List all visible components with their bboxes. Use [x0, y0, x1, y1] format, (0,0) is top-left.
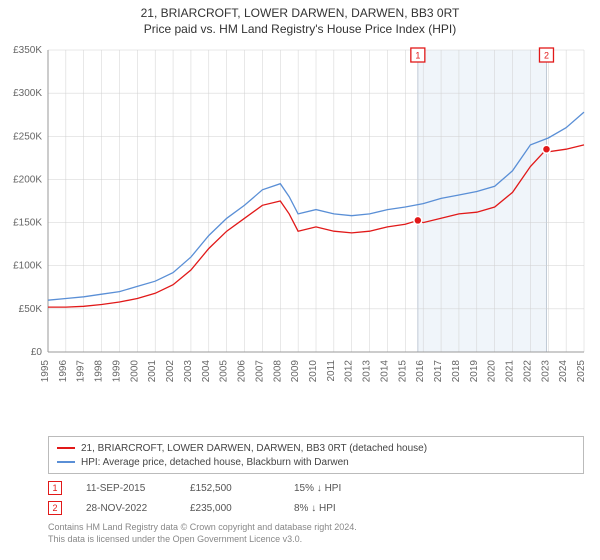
svg-text:£300K: £300K	[13, 88, 42, 99]
marker-number: 2	[52, 503, 57, 513]
marker-number: 1	[52, 483, 57, 493]
data-row-marker: 1	[48, 481, 62, 495]
data-row-price: £235,000	[190, 503, 270, 514]
svg-text:2008: 2008	[272, 360, 283, 383]
data-row-price: £152,500	[190, 483, 270, 494]
svg-text:2006: 2006	[237, 360, 248, 383]
svg-text:2: 2	[544, 50, 549, 60]
legend-swatch	[57, 447, 75, 449]
svg-text:2025: 2025	[576, 360, 587, 383]
svg-text:1996: 1996	[58, 360, 69, 383]
legend-box: 21, BRIARCROFT, LOWER DARWEN, DARWEN, BB…	[48, 436, 584, 474]
data-row: 1 11-SEP-2015 £152,500 15% ↓ HPI	[48, 478, 584, 498]
data-row-diff: 8% ↓ HPI	[294, 503, 374, 514]
legend-label: HPI: Average price, detached house, Blac…	[81, 457, 349, 468]
chart-area: £0£50K£100K£150K£200K£250K£300K£350K1995…	[48, 44, 584, 394]
svg-text:2014: 2014	[379, 360, 390, 383]
data-row-diff: 15% ↓ HPI	[294, 483, 374, 494]
svg-text:1998: 1998	[94, 360, 105, 383]
svg-text:£250K: £250K	[13, 131, 42, 142]
svg-text:2004: 2004	[201, 360, 212, 383]
svg-text:£0: £0	[31, 347, 43, 358]
svg-text:2016: 2016	[415, 360, 426, 383]
legend-label: 21, BRIARCROFT, LOWER DARWEN, DARWEN, BB…	[81, 443, 427, 454]
figure-root: 21, BRIARCROFT, LOWER DARWEN, DARWEN, BB…	[0, 0, 600, 560]
data-row-date: 11-SEP-2015	[86, 483, 166, 494]
svg-text:1999: 1999	[111, 360, 122, 383]
svg-text:2017: 2017	[433, 360, 444, 383]
data-row-date: 28-NOV-2022	[86, 503, 166, 514]
svg-text:£350K: £350K	[13, 45, 42, 56]
data-row: 2 28-NOV-2022 £235,000 8% ↓ HPI	[48, 498, 584, 518]
svg-text:2015: 2015	[397, 360, 408, 383]
svg-text:2011: 2011	[326, 360, 337, 382]
svg-text:2000: 2000	[129, 360, 140, 383]
svg-text:2003: 2003	[183, 360, 194, 383]
chart-svg: £0£50K£100K£150K£200K£250K£300K£350K1995…	[48, 44, 584, 394]
footer: Contains HM Land Registry data © Crown c…	[48, 522, 584, 545]
svg-text:2019: 2019	[469, 360, 480, 383]
svg-text:2005: 2005	[219, 360, 230, 383]
svg-text:2002: 2002	[165, 360, 176, 383]
svg-text:2020: 2020	[487, 360, 498, 383]
svg-text:1995: 1995	[40, 360, 51, 383]
svg-text:£200K: £200K	[13, 174, 42, 185]
svg-text:£100K: £100K	[13, 261, 42, 272]
svg-text:2018: 2018	[451, 360, 462, 383]
svg-text:1997: 1997	[76, 360, 87, 383]
data-rows: 1 11-SEP-2015 £152,500 15% ↓ HPI 2 28-NO…	[48, 478, 584, 518]
svg-text:2012: 2012	[344, 360, 355, 383]
footer-line-1: Contains HM Land Registry data © Crown c…	[48, 522, 584, 534]
svg-text:2001: 2001	[147, 360, 158, 383]
footer-line-2: This data is licensed under the Open Gov…	[48, 534, 584, 546]
svg-text:2010: 2010	[308, 360, 319, 383]
svg-text:2023: 2023	[540, 360, 551, 383]
legend-swatch	[57, 461, 75, 463]
svg-text:£150K: £150K	[13, 218, 42, 229]
svg-text:2022: 2022	[522, 360, 533, 383]
svg-text:1: 1	[415, 50, 420, 60]
svg-text:2024: 2024	[558, 360, 569, 383]
svg-text:£50K: £50K	[19, 304, 43, 315]
title-block: 21, BRIARCROFT, LOWER DARWEN, DARWEN, BB…	[0, 0, 600, 36]
svg-text:2021: 2021	[505, 360, 516, 383]
legend-item: 21, BRIARCROFT, LOWER DARWEN, DARWEN, BB…	[57, 441, 575, 455]
data-row-marker: 2	[48, 501, 62, 515]
svg-text:2013: 2013	[362, 360, 373, 383]
chart-subtitle: Price paid vs. HM Land Registry's House …	[0, 22, 600, 36]
svg-text:2009: 2009	[290, 360, 301, 383]
legend-item: HPI: Average price, detached house, Blac…	[57, 455, 575, 469]
chart-title: 21, BRIARCROFT, LOWER DARWEN, DARWEN, BB…	[0, 6, 600, 20]
svg-text:2007: 2007	[254, 360, 265, 383]
